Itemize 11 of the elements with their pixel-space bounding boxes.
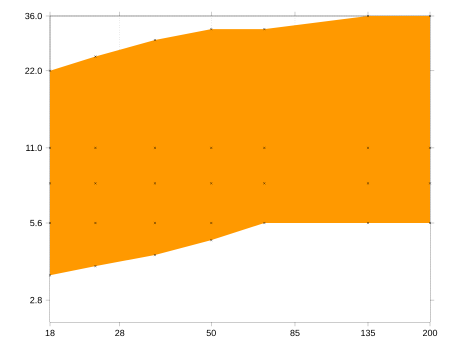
y-tick-label: 2.8 — [30, 296, 42, 304]
y-tick-label: 11.0 — [26, 144, 42, 152]
y-tick-label: 22.0 — [25, 68, 42, 74]
x-tick-label: 200 — [422, 330, 438, 336]
y-tick-label: 36.0 — [25, 12, 42, 20]
x-tick-label: 50 — [206, 330, 216, 336]
x-tick-label: 85 — [290, 330, 300, 336]
y-tick-label: 5.6 — [30, 220, 42, 226]
x-tick-label: 28 — [115, 330, 124, 336]
x-tick-label: 135 — [361, 330, 376, 336]
x-tick-label: 18 — [46, 330, 55, 336]
